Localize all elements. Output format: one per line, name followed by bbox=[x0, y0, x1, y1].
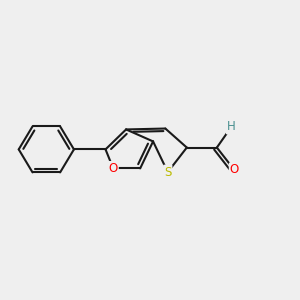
Text: H: H bbox=[227, 121, 236, 134]
Text: S: S bbox=[164, 166, 172, 178]
Text: O: O bbox=[230, 164, 239, 176]
Text: O: O bbox=[109, 162, 118, 175]
